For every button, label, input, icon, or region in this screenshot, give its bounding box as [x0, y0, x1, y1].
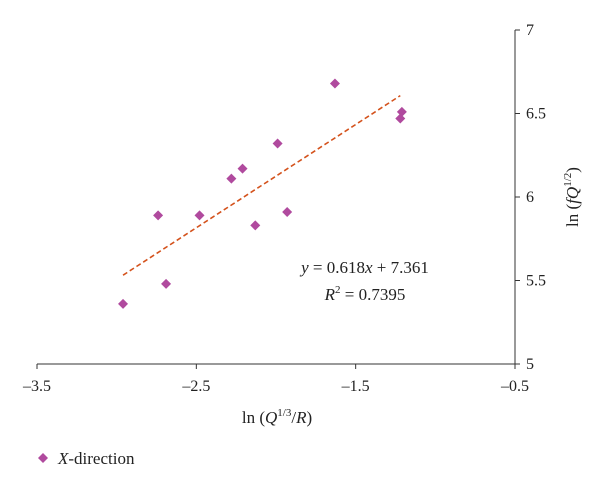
y-tick-label: 6 [526, 189, 534, 206]
data-point-diamond [329, 78, 340, 89]
data-point-diamond [250, 220, 261, 231]
data-point-diamond [396, 106, 407, 117]
y-tick-label: 5 [526, 356, 534, 373]
legend-marker [38, 453, 48, 463]
x-axis-label: ln (Q1/3/R) [242, 407, 312, 427]
r-squared-label: R2 = 0.7395 [324, 284, 406, 304]
legend: X-direction [38, 449, 135, 468]
data-point-diamond [153, 210, 164, 221]
x-tick-label: –1.5 [341, 378, 370, 395]
data-point-diamond [395, 113, 406, 124]
data-points [118, 78, 407, 309]
axes: –3.5 –2.5 –1.5 –0.5 5 5.5 6 6.5 7 [22, 22, 546, 395]
trendline-equation: y = 0.618x + 7.361 [299, 258, 429, 277]
data-point-diamond [272, 138, 283, 149]
y-axis-label: ln (fQ1/2) [562, 167, 582, 227]
x-tick-label: –0.5 [500, 378, 529, 395]
y-tick-label: 5.5 [526, 273, 546, 290]
y-tick-label: 7 [526, 22, 534, 39]
data-point-diamond [161, 278, 172, 289]
data-point-diamond [118, 298, 129, 309]
data-point-diamond [282, 207, 293, 218]
x-tick-label: –3.5 [22, 378, 51, 395]
trendline [122, 94, 401, 276]
y-tick-label: 6.5 [526, 106, 546, 123]
data-point-diamond [226, 173, 237, 184]
trendline-layer [122, 94, 401, 276]
data-point-diamond [194, 210, 205, 221]
legend-label-x-direction: X-direction [57, 449, 135, 468]
x-tick-label: –2.5 [181, 378, 210, 395]
data-point-diamond [237, 163, 248, 174]
